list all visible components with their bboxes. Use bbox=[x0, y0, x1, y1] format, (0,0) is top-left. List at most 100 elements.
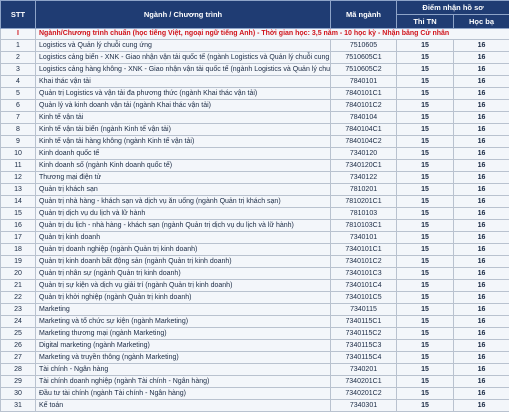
header-cell: Học bạ bbox=[452, 14, 509, 29]
transcript-score-cell: 16 bbox=[452, 99, 509, 112]
exam-score-cell: 15 bbox=[396, 123, 454, 136]
transcript-score-cell: 16 bbox=[452, 267, 509, 280]
transcript-score-cell: 16 bbox=[452, 243, 509, 256]
program-cell: Marketing thương mại (ngành Marketing) bbox=[35, 327, 331, 340]
program-cell: Quản trị sự kiện và dịch vụ giải trí (ng… bbox=[35, 279, 331, 292]
table-row: 1 Logistics và Quản lý chuỗi cung ứng 7510… bbox=[0, 39, 509, 52]
table-row: 24 Marketing và tổ chức sự kiện (ngành Ma… bbox=[0, 315, 509, 328]
program-cell: Kinh tế vận tải bbox=[35, 111, 331, 124]
code-cell: 7840104C1 bbox=[330, 123, 397, 136]
table-row: 10 Kinh doanh quốc tế 7340120 15 16 bbox=[0, 147, 509, 160]
code-cell: 7340101C5 bbox=[330, 291, 397, 304]
table-row: 13 Quản trị khách sạn 7810201 15 16 bbox=[0, 183, 509, 196]
transcript-score-cell: 16 bbox=[452, 39, 509, 52]
header-cell: Thi TN bbox=[396, 14, 454, 29]
exam-score-cell: 15 bbox=[396, 279, 454, 292]
transcript-score-cell: 16 bbox=[452, 159, 509, 172]
exam-score-cell: 15 bbox=[396, 267, 454, 280]
code-cell: 7510605 bbox=[330, 39, 397, 52]
stt-cell: 15 bbox=[0, 207, 36, 220]
header-cell: Ngành / Chương trình bbox=[35, 0, 331, 29]
stt-cell: 5 bbox=[0, 87, 36, 100]
exam-score-cell: 15 bbox=[396, 87, 454, 100]
transcript-score-cell: 16 bbox=[452, 75, 509, 88]
stt-cell: 12 bbox=[0, 171, 36, 184]
exam-score-cell: 15 bbox=[396, 135, 454, 148]
program-cell: Quản trị khởi nghiệp (ngành Quản trị kin… bbox=[35, 291, 331, 304]
code-cell: 7840101C1 bbox=[330, 87, 397, 100]
exam-score-cell: 15 bbox=[396, 231, 454, 244]
program-cell: Quản trị Logistics và vận tải đa phương … bbox=[35, 87, 331, 100]
code-cell: 7340120 bbox=[330, 147, 397, 160]
code-cell: 7340120C1 bbox=[330, 159, 397, 172]
table-row: 2 Logistics cảng biển - XNK - Giao nhận v… bbox=[0, 51, 509, 64]
code-cell: 7340101C1 bbox=[330, 243, 397, 256]
code-cell: 7340201 bbox=[330, 363, 397, 376]
code-cell: 7340101C2 bbox=[330, 255, 397, 268]
program-cell: Kinh tế vận tải hàng không (ngành Kinh t… bbox=[35, 135, 331, 148]
code-cell: 7810201 bbox=[330, 183, 397, 196]
transcript-score-cell: 16 bbox=[452, 387, 509, 400]
code-cell: 7340115 bbox=[330, 303, 397, 316]
code-cell: 7340115C3 bbox=[330, 339, 397, 352]
exam-score-cell: 15 bbox=[396, 111, 454, 124]
stt-cell: 7 bbox=[0, 111, 36, 124]
program-cell: Kinh tế vận tải biển (ngành Kinh tế vận … bbox=[35, 123, 331, 136]
transcript-score-cell: 16 bbox=[452, 327, 509, 340]
program-cell: Quản trị kinh doanh bbox=[35, 231, 331, 244]
header-cell: STT bbox=[0, 0, 36, 29]
exam-score-cell: 15 bbox=[396, 303, 454, 316]
transcript-score-cell: 16 bbox=[452, 231, 509, 244]
code-cell: 7340115C1 bbox=[330, 315, 397, 328]
exam-score-cell: 15 bbox=[396, 171, 454, 184]
stt-cell: 31 bbox=[0, 399, 36, 412]
transcript-score-cell: 16 bbox=[452, 363, 509, 376]
exam-score-cell: 15 bbox=[396, 207, 454, 220]
table-row: 14 Quản trị nhà hàng - khách sạn và dịch … bbox=[0, 195, 509, 208]
exam-score-cell: 15 bbox=[396, 195, 454, 208]
stt-cell: 11 bbox=[0, 159, 36, 172]
program-cell: Quản trị kinh doanh bất động sản (ngành … bbox=[35, 255, 331, 268]
transcript-score-cell: 16 bbox=[452, 135, 509, 148]
transcript-score-cell: 16 bbox=[452, 291, 509, 304]
exam-score-cell: 15 bbox=[396, 63, 454, 76]
code-cell: 7810103C1 bbox=[330, 219, 397, 232]
code-cell: 7810103 bbox=[330, 207, 397, 220]
header-row: Thi TN Học bạ bbox=[1, 14, 509, 29]
table-row: 6 Quản lý và kinh doanh vận tải (ngành Kh… bbox=[0, 99, 509, 112]
table-row: 11 Kinh doanh số (ngành Kinh doanh quốc t… bbox=[0, 159, 509, 172]
exam-score-cell: 15 bbox=[396, 327, 454, 340]
exam-score-cell: 15 bbox=[396, 339, 454, 352]
stt-cell: 27 bbox=[0, 351, 36, 364]
program-cell: Marketing và truyền thông (ngành Marketi… bbox=[35, 351, 331, 364]
code-cell: 7340101C3 bbox=[330, 267, 397, 280]
transcript-score-cell: 16 bbox=[452, 147, 509, 160]
transcript-score-cell: 16 bbox=[452, 207, 509, 220]
stt-cell: 26 bbox=[0, 339, 36, 352]
table-body: I Ngành/Chương trình chuẩn (học tiếng Vi… bbox=[0, 28, 509, 412]
stt-cell: 16 bbox=[0, 219, 36, 232]
table-row: 3 Logistics cảng hàng không - XNK - Giao … bbox=[0, 63, 509, 76]
program-cell: Logistics cảng hàng không - XNK - Giao n… bbox=[35, 63, 331, 76]
exam-score-cell: 15 bbox=[396, 351, 454, 364]
transcript-score-cell: 16 bbox=[452, 171, 509, 184]
stt-cell: 21 bbox=[0, 279, 36, 292]
stt-cell: 22 bbox=[0, 291, 36, 304]
exam-score-cell: 15 bbox=[396, 51, 454, 64]
table-row: 23 Marketing 7340115 15 16 bbox=[0, 303, 509, 316]
program-cell: Kinh doanh quốc tế bbox=[35, 147, 331, 160]
header-row: STT Ngành / Chương trình Mã ngành Điểm n… bbox=[0, 0, 509, 29]
table-row: 20 Quản trị nhân sự (ngành Quản trị kinh … bbox=[0, 267, 509, 280]
stt-cell: 24 bbox=[0, 315, 36, 328]
stt-cell: 17 bbox=[0, 231, 36, 244]
stt-cell: 25 bbox=[0, 327, 36, 340]
exam-score-cell: 15 bbox=[396, 387, 454, 400]
program-cell: Quản trị khách sạn bbox=[35, 183, 331, 196]
stt-cell: 13 bbox=[0, 183, 36, 196]
table-row: 27 Marketing và truyền thông (ngành Marke… bbox=[0, 351, 509, 364]
code-cell: 7340201C1 bbox=[330, 375, 397, 388]
program-cell: Khai thác vận tải bbox=[35, 75, 331, 88]
table-row: 31 Kế toán 7340301 15 16 bbox=[0, 399, 509, 412]
code-cell: 7340201C2 bbox=[330, 387, 397, 400]
